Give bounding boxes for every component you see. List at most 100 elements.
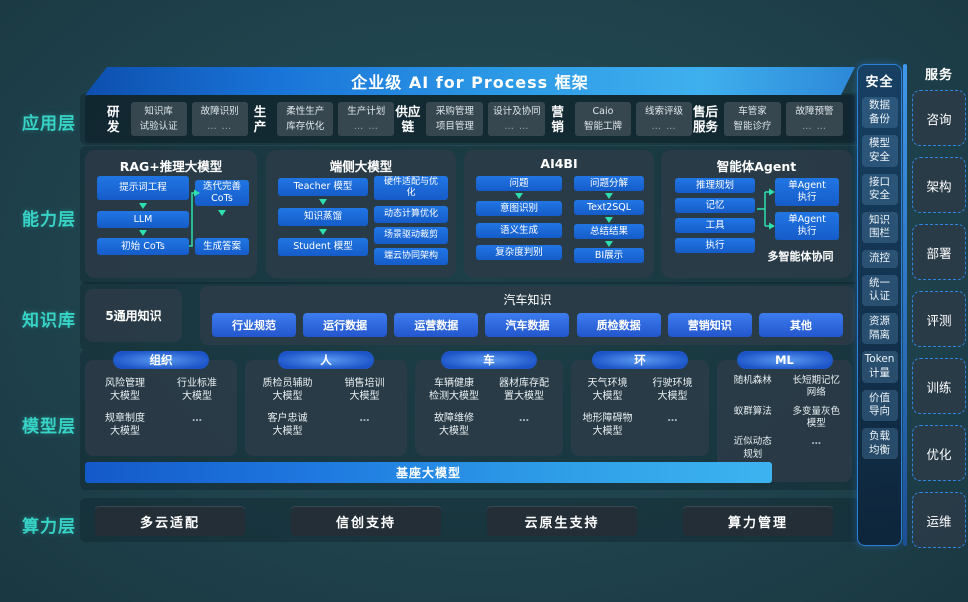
automotive-knowledge-panel: 汽车知识 行业规范 运行数据 运营数据 汽车数据 质检数据 营销知识 其他	[200, 286, 855, 345]
knowledge-pill-row: 行业规范 运行数据 运营数据 汽车数据 质检数据 营销知识 其他	[212, 313, 843, 337]
model-group-tag: 组织	[113, 351, 209, 369]
security-item: Token 计量	[861, 351, 898, 383]
multi-agent-label: 多智能体协同	[767, 250, 834, 263]
model-group-organization: 组织 风险管理 大模型 行业标准 大模型 规章制度 大模型 …	[85, 351, 237, 456]
knowledge-pill: 行业规范	[212, 313, 296, 337]
flow-node: 语义生成	[476, 223, 562, 238]
agent-component: 推理规划	[675, 178, 755, 193]
model-item-grid: 随机森林 长短期记忆 网络 蚁群算法 多变量灰色 模型 近似动态 规划 …	[717, 360, 852, 465]
agent-component: 记忆	[675, 198, 755, 213]
agent-exec-node: 单Agent 执行	[775, 212, 839, 240]
model-item: 行驶环境 大模型	[652, 378, 693, 402]
security-rail: 安全 数据 备份 模型 安全 接口 安全 知识 围栏 流控 统一 认证 资源 隔…	[857, 64, 902, 546]
panel-edge-model: 端侧大模型 Teacher 模型 知识蒸馏 Student 模型 硬件适配与优 …	[266, 150, 456, 278]
model-item: 质检员辅助 大模型	[262, 378, 313, 402]
app-feature-box: 采购管理 项目管理	[426, 102, 484, 136]
model-group-environment: 环 天气环境 大模型 行驶环境 大模型 地形障碍物 大模型 …	[571, 351, 709, 456]
model-item-more: …	[519, 413, 529, 424]
label-compute-layer: 算力层	[22, 517, 76, 537]
flow-node: 意图识别	[476, 201, 562, 216]
model-item: 多变量灰色 模型	[792, 405, 840, 430]
model-group-tag: ML	[736, 351, 833, 369]
services-rail: 服务 咨询 架构 部署 评测 训练 优化 运维	[910, 64, 968, 559]
flow-node: Student 模型	[278, 238, 368, 256]
panel-title: 汽车知识	[503, 293, 552, 307]
app-group-supply-chain: 供应链 采购管理 项目管理 设计及协同… …	[394, 102, 546, 136]
app-feature-box: 故障识别… …	[191, 102, 248, 136]
model-group-people: 人 质检员辅助 大模型 销售培训 大模型 客户忠诚 大模型 …	[245, 351, 407, 456]
flow-node: 问题分解	[574, 176, 644, 191]
app-group-production: 生产 柔性生产 库存优化 生产计划… …	[248, 102, 395, 136]
panel-rag-reasoning-model: RAG+推理大模型 提示词工程 LLM 初始 CoTs 迭代完善 CoTs 生成…	[85, 150, 257, 278]
app-group-name: 营销	[551, 104, 564, 134]
app-group-after-sales: 售后服务 车管家 智能诊疗 故障预警… …	[692, 102, 844, 136]
model-item-more: …	[359, 413, 370, 424]
flow-node: 总结结果	[574, 224, 644, 239]
flow-node: Text2SQL	[574, 200, 644, 215]
model-item: 风险管理 大模型	[105, 378, 145, 402]
label-capability-layer: 能力层	[22, 210, 76, 230]
model-item: 客户忠诚 大模型	[267, 413, 308, 437]
service-item: 运维	[912, 492, 966, 548]
model-item: 天气环境 大模型	[587, 378, 628, 402]
arrow-down-icon	[218, 210, 226, 216]
label-model-layer: 模型层	[22, 417, 76, 437]
panel-title: RAG+推理大模型	[119, 159, 223, 174]
app-feature-box: 车管家 智能诊疗	[724, 102, 782, 136]
label-application-layer: 应用层	[22, 114, 76, 134]
flow-node: 初始 CoTs	[97, 238, 189, 255]
app-feature-box: 线索评级… …	[635, 102, 692, 136]
arrow-down-icon	[319, 229, 327, 235]
arrow-down-icon	[319, 199, 327, 205]
panel-ai4bi: AI4BI 问题 意图识别 语义生成 复杂度判别 问题分解 Text2SQL 总…	[464, 150, 654, 278]
app-group-name: 生产	[253, 104, 267, 134]
arrow-down-icon	[605, 193, 613, 199]
compute-item-xinchuang: 信创支持	[291, 506, 441, 536]
foundation-model-bar: 基座大模型	[85, 462, 772, 483]
flow-node: BI展示	[574, 248, 644, 263]
agent-exec-node: 单Agent 执行	[775, 178, 839, 206]
arrow-down-icon	[139, 230, 147, 236]
model-item: 行业标准 大模型	[177, 378, 217, 402]
model-item: 规章制度 大模型	[105, 413, 145, 437]
model-item-grid: 天气环境 大模型 行驶环境 大模型 地形障碍物 大模型 …	[571, 360, 709, 442]
arrow-down-icon	[605, 217, 613, 223]
model-item-more: …	[192, 413, 202, 424]
knowledge-pill: 汽车数据	[485, 313, 570, 337]
banner-title: 企业级 AI for Process 框架	[85, 67, 855, 95]
flow-node: 知识蒸馏	[278, 208, 368, 226]
flow-node: 生成答案	[195, 238, 249, 255]
security-item: 价值 导向	[861, 389, 898, 421]
model-item: 销售培训 大模型	[344, 378, 385, 402]
app-feature-box: 柔性生产 库存优化	[277, 102, 334, 136]
security-item: 数据 备份	[861, 97, 898, 129]
security-item: 资源 隔离	[861, 313, 898, 345]
knowledge-pill: 营销知识	[667, 313, 752, 337]
compute-item-multicloud: 多云适配	[95, 506, 245, 536]
model-item: 车辆健康 检测大模型	[429, 378, 479, 402]
knowledge-pill: 运营数据	[394, 313, 479, 337]
model-group-tag: 车	[441, 351, 537, 369]
agent-component: 工具	[675, 218, 755, 233]
app-feature-box: 设计及协同… …	[488, 102, 546, 136]
service-item: 架构	[912, 157, 966, 213]
application-layer-row: 研发 知识库 试验认证 故障识别… … 生产 柔性生产 库存优化 生产计划… … 供…	[85, 95, 855, 143]
model-item: 近似动态 规划	[733, 436, 772, 460]
arrow-down-icon	[139, 203, 147, 209]
service-item: 咨询	[912, 90, 966, 146]
app-feature-box: Caio 智能工牌	[574, 102, 631, 136]
arrow-down-icon	[515, 193, 523, 199]
panel-title: 智能体Agent	[716, 159, 797, 174]
flow-node: 提示词工程	[97, 176, 189, 200]
model-item-grid: 车辆健康 检测大模型 器材库存配 置大模型 故障维修 大模型 …	[415, 360, 563, 442]
security-item: 流控	[861, 250, 898, 268]
model-group-tag: 人	[278, 351, 374, 369]
services-rail-title: 服务	[924, 68, 953, 83]
model-group-tag: 环	[592, 351, 688, 369]
model-item-more: …	[811, 436, 822, 448]
model-item: 长短期记忆 网络	[792, 375, 840, 399]
model-item: 蚁群算法	[733, 405, 772, 417]
model-group-vehicle: 车 车辆健康 检测大模型 器材库存配 置大模型 故障维修 大模型 …	[415, 351, 563, 456]
flow-node: 问题	[476, 176, 562, 191]
